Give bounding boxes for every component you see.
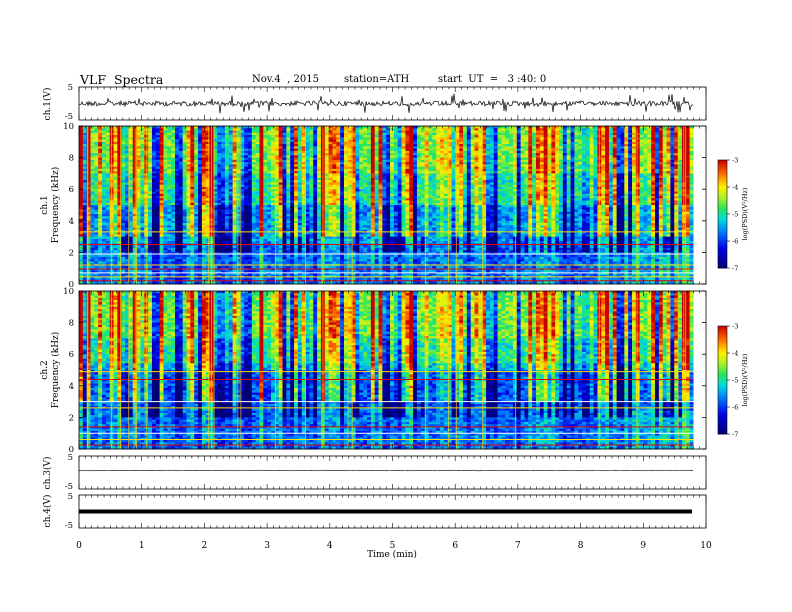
x-tick-label: 8 [578,541,584,551]
freq-tick-label: 10 [63,122,74,132]
ch1-spectrogram [79,126,706,285]
ch2-freq-label: Frequency (kHz) [50,332,61,409]
ch2-spec-label: ch.2 [40,360,50,379]
ch2-spectrogram [79,291,706,450]
colorbar-label: log(PSD)(V²/Hz) [741,353,749,406]
freq-tick-label: 2 [69,413,74,423]
x-tick-label: 7 [515,541,521,551]
colorbar-tick-label: -4 [732,350,738,358]
x-tick-label: 9 [640,541,646,551]
ch3-waveform-line [78,469,694,472]
ch3-ytick-top: 5 [68,453,73,463]
ch2-colorbar: -3 -4 -5 -6 -7 log(PSD)(V²/Hz) [717,323,749,439]
x-tick-label: 0 [76,541,82,551]
ch1-waveform-line [78,93,694,114]
freq-tick-label: 0 [69,445,74,455]
ch4-ytick-top: 5 [68,492,73,502]
colorbar-tick-label: -5 [732,377,738,385]
freq-tick-label: 2 [69,248,74,258]
x-tick-label: 4 [327,541,333,551]
freq-tick-label: 0 [69,280,74,290]
colorbar-tick-label: -4 [732,184,738,192]
colorbar-tick-label: -7 [732,265,738,273]
x-tick-label: 10 [700,541,712,551]
ch1-freq-label: Frequency (kHz) [50,167,61,244]
freq-tick-label: 8 [69,154,74,164]
freq-tick-label: 6 [69,185,74,195]
ch4-ylabel: ch.4(V) [42,495,53,528]
ch1-ylabel: ch.1(V) [42,88,53,121]
freq-tick-label: 4 [69,382,74,392]
x-tick-label: 3 [264,541,270,551]
freq-tick-label: 10 [63,287,74,297]
colorbar-tick-label: -5 [732,211,738,219]
freq-tick-label: 6 [69,350,74,360]
ch3-ylabel: ch.3(V) [42,457,53,490]
station-label: station=ATH [344,74,409,85]
ch1-colorbar: -3 -4 -5 -6 -7 log(PSD)(V²/Hz) [717,157,749,273]
chart-title: VLF Spectra [80,72,163,87]
ch1-spec-label: ch.1 [40,195,50,214]
ch1-spectrogram-panel: 0 2 4 6 8 10 ch.1 Frequency (kHz) -3 -4 -5 -6 -7 l… [40,122,749,290]
colorbar-tick-label: -6 [732,404,738,412]
ch4-ytick-bottom: -5 [65,521,73,531]
x-tick-label: 1 [139,541,145,551]
start-time-label: start UT = 3 :40: 0 [438,74,546,85]
ch1-ytick-top: 5 [68,83,73,93]
colorbar-tick-label: -3 [732,157,738,165]
x-axis-label: Time (min) [367,549,417,560]
x-axis-ticks: 0 1 2 3 4 5 6 7 8 9 10 [76,87,712,551]
ch3-ytick-bottom: -5 [65,482,73,492]
x-tick-label: 2 [202,541,208,551]
colorbar-tick-label: -7 [732,431,738,439]
freq-tick-label: 8 [69,319,74,329]
ch1-ytick-bottom: -5 [65,112,73,122]
freq-tick-label: 4 [69,217,74,227]
colorbar-tick-label: -3 [732,323,738,331]
colorbar-tick-label: -6 [732,238,738,246]
x-tick-label: 6 [452,541,458,551]
ch2-spectrogram-panel: 0 2 4 6 8 10 ch.2 Frequency (kHz) -3 -4 -5 -6 -7 l… [40,287,749,455]
colorbar-label: log(PSD)(V²/Hz) [741,187,749,240]
date-label: Nov.4 , 2015 [252,74,319,85]
x-tick-label: 5 [390,541,396,551]
